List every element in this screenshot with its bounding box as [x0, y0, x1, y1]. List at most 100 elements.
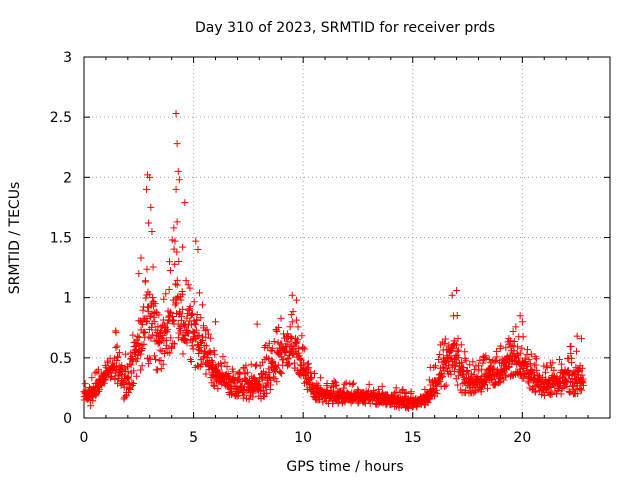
data-point: [198, 301, 206, 309]
data-point: [168, 344, 176, 352]
data-point: [439, 373, 447, 381]
data-point: [510, 347, 518, 355]
data-point: [444, 362, 452, 370]
data-point: [166, 267, 174, 275]
data-point: [223, 362, 231, 370]
data-point: [497, 342, 505, 350]
data-point: [466, 361, 474, 369]
data-point: [130, 367, 138, 375]
data-point: [546, 383, 554, 391]
data-point: [145, 360, 153, 368]
data-point: [509, 328, 517, 336]
data-point: [142, 185, 150, 193]
data-point: [175, 176, 183, 184]
data-point: [143, 291, 151, 299]
data-point: [177, 296, 185, 304]
data-point: [146, 290, 154, 298]
data-point: [278, 369, 286, 377]
data-point: [101, 376, 109, 384]
data-point: [88, 393, 96, 401]
data-point: [270, 337, 278, 345]
data-point: [155, 311, 163, 319]
data-point: [301, 345, 309, 353]
data-point: [173, 218, 181, 226]
x-tick-label: 20: [513, 430, 531, 446]
data-point: [271, 375, 279, 383]
data-point: [195, 331, 203, 339]
data-point: [459, 380, 467, 388]
data-point: [85, 394, 93, 402]
data-point: [182, 277, 190, 285]
x-axis-label: GPS time / hours: [286, 459, 403, 475]
data-point: [247, 360, 255, 368]
data-point: [516, 312, 524, 320]
data-point: [163, 319, 171, 327]
data-point: [129, 356, 137, 364]
data-point: [498, 355, 506, 363]
data-point: [172, 185, 180, 193]
data-point: [262, 383, 270, 391]
data-point: [470, 371, 478, 379]
data-point: [134, 332, 142, 340]
data-point: [509, 342, 517, 350]
data-point: [574, 390, 582, 398]
data-point: [288, 291, 296, 299]
data-point: [221, 358, 229, 366]
data-point: [115, 349, 123, 357]
y-tick-label: 2.5: [50, 110, 72, 126]
data-point: [124, 374, 132, 382]
data-point: [141, 329, 149, 337]
data-point: [332, 382, 340, 390]
data-point: [279, 356, 287, 364]
data-point: [461, 348, 469, 356]
data-point: [145, 219, 153, 227]
data-point: [407, 388, 415, 396]
data-point: [495, 379, 503, 387]
x-tick-label: 0: [80, 430, 89, 446]
data-point: [171, 260, 179, 268]
data-point: [296, 354, 304, 362]
data-point: [557, 390, 565, 398]
data-point: [245, 395, 253, 403]
data-point: [176, 309, 184, 317]
data-point: [186, 303, 194, 311]
data-point: [502, 371, 510, 379]
data-point: [210, 347, 218, 355]
data-point: [578, 386, 586, 394]
data-point: [179, 243, 187, 251]
data-point: [169, 312, 177, 320]
data-point: [455, 346, 463, 354]
data-point: [192, 326, 200, 334]
data-point: [548, 390, 556, 398]
data-point: [140, 340, 148, 348]
data-point: [187, 336, 195, 344]
data-point: [186, 284, 194, 292]
data-point: [142, 318, 150, 326]
data-point: [130, 380, 138, 388]
data-point: [341, 380, 349, 388]
y-tick-label: 0.5: [50, 351, 72, 367]
data-point: [85, 383, 93, 391]
data-point: [149, 263, 157, 271]
data-point: [167, 334, 175, 342]
data-point: [187, 311, 195, 319]
data-point: [88, 374, 96, 382]
data-point: [239, 387, 247, 395]
data-point: [496, 378, 504, 386]
data-point: [508, 372, 516, 380]
data-point: [441, 382, 449, 390]
data-point: [469, 358, 477, 366]
data-point: [211, 350, 219, 358]
data-point: [179, 350, 187, 358]
data-point: [181, 199, 189, 207]
data-point: [485, 355, 493, 363]
data-point: [137, 254, 145, 262]
data-point: [204, 330, 212, 338]
data-point: [454, 335, 462, 343]
data-point: [433, 390, 441, 398]
data-point: [201, 327, 209, 335]
data-point: [294, 336, 302, 344]
data-point: [447, 370, 455, 378]
data-point: [184, 281, 192, 289]
data-point: [178, 290, 186, 298]
